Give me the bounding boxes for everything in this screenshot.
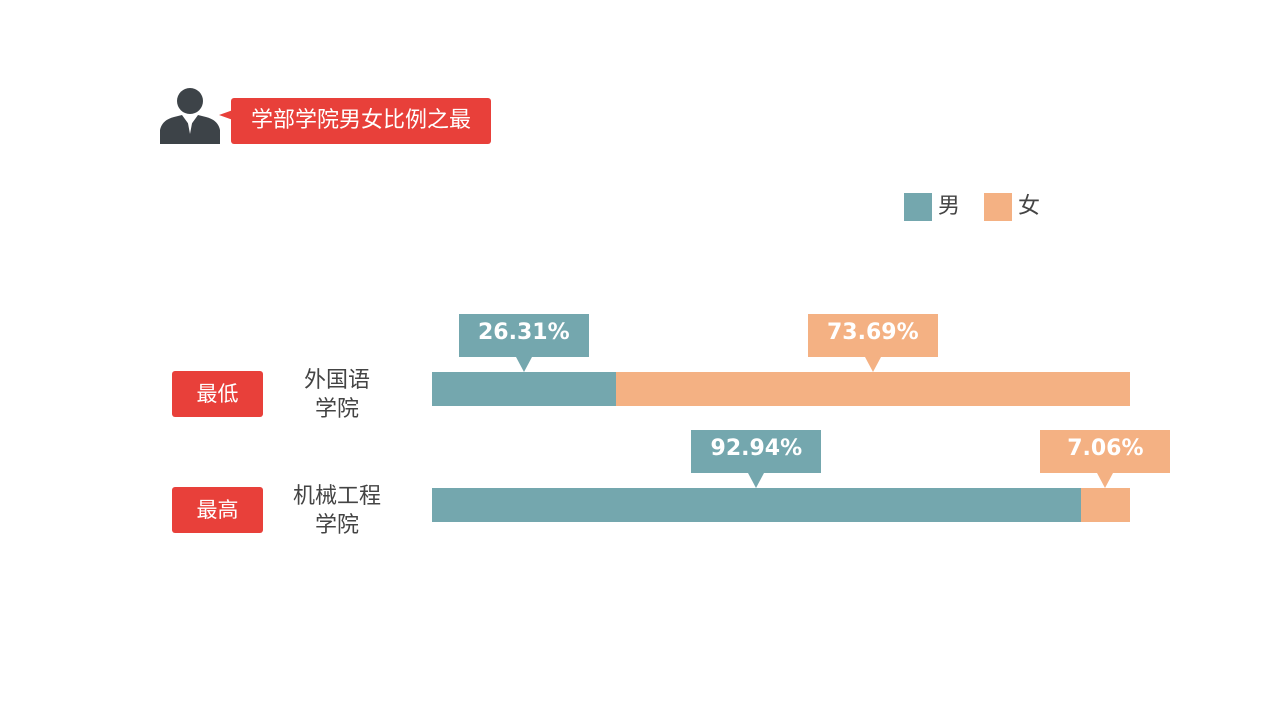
bar-segment — [432, 372, 616, 406]
value-label: 73.69% — [807, 314, 938, 357]
legend-label: 女 — [1018, 194, 1041, 219]
label-pointer — [515, 357, 532, 372]
chart-title: 学部学院男女比例之最 — [231, 98, 492, 144]
bar-segment — [432, 488, 1081, 522]
legend-swatch — [984, 193, 1012, 221]
legend-swatch — [904, 193, 932, 221]
category-label: 机械工程 学院 — [292, 484, 381, 538]
title-tail — [219, 110, 233, 120]
row-tag: 最高 — [172, 487, 263, 533]
label-pointer — [1097, 473, 1114, 488]
bar-segment — [615, 372, 1130, 406]
legend-label: 男 — [938, 194, 961, 219]
value-label: 26.31% — [458, 314, 589, 357]
category-label: 外国语 学院 — [303, 368, 370, 422]
row-tag: 最低 — [172, 371, 263, 417]
value-label: 7.06% — [1040, 430, 1171, 473]
label-pointer — [864, 357, 881, 372]
label-pointer — [748, 473, 765, 488]
person-icon — [160, 88, 220, 144]
bar-segment — [1080, 488, 1130, 522]
value-label: 92.94% — [691, 430, 822, 473]
